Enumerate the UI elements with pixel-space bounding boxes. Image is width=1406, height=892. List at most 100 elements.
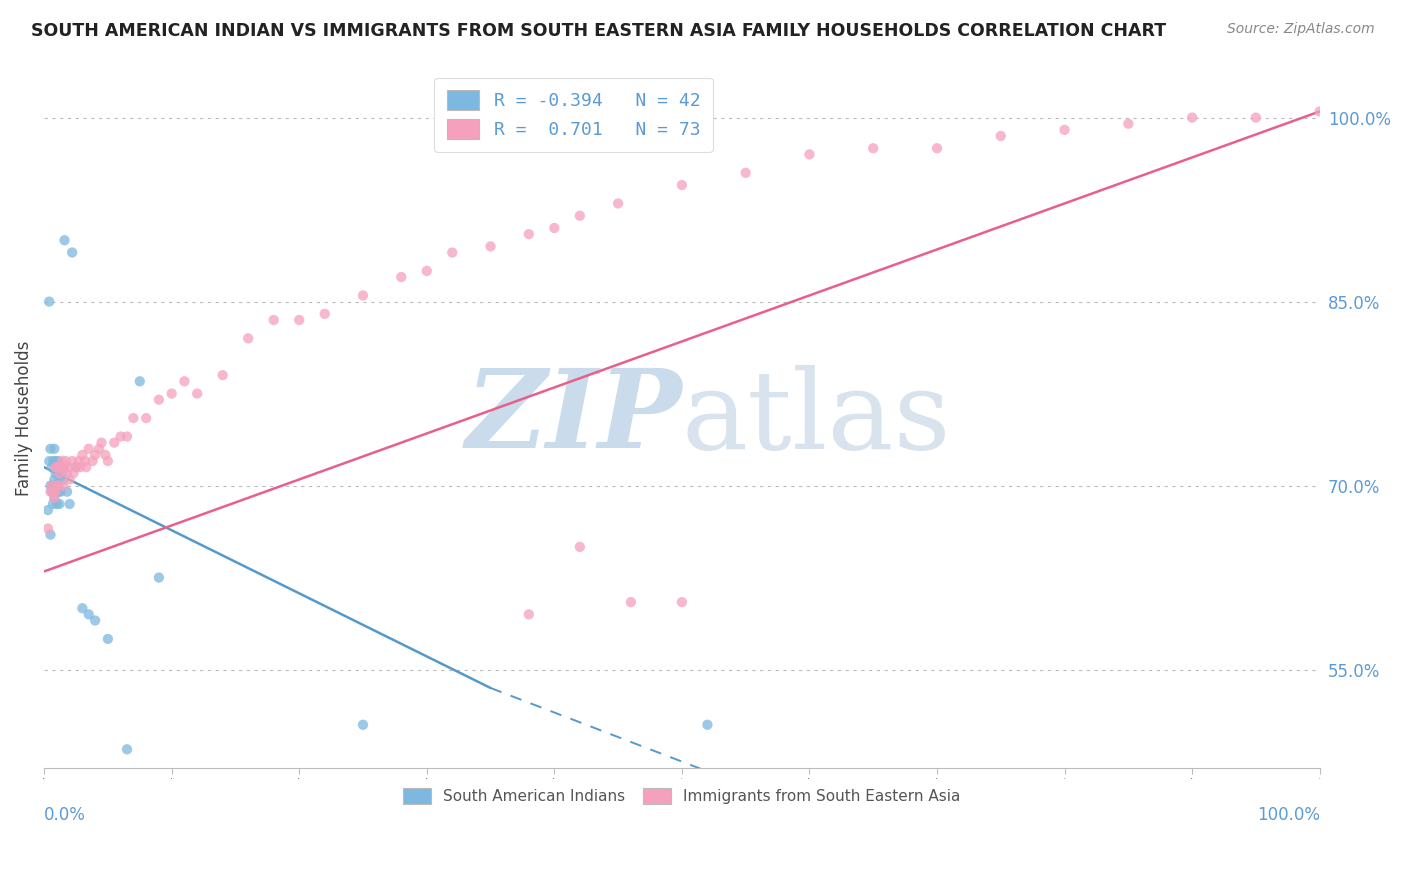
- Point: [211, 368, 233, 383]
- Point: [42, 484, 65, 499]
- Point: [51, 467, 73, 481]
- Point: [39, 527, 62, 541]
- Point: [44, 491, 66, 505]
- Point: [53, 233, 76, 247]
- Point: [84, 448, 107, 462]
- Point: [46, 478, 69, 492]
- Point: [128, 374, 150, 388]
- Point: [45, 460, 67, 475]
- Point: [48, 497, 70, 511]
- Point: [479, 239, 502, 253]
- Point: [1309, 104, 1331, 119]
- Point: [352, 718, 374, 732]
- Point: [45, 467, 67, 481]
- Point: [103, 435, 125, 450]
- Point: [73, 454, 96, 468]
- Point: [389, 270, 412, 285]
- Point: [45, 497, 67, 511]
- Point: [77, 607, 100, 622]
- Point: [352, 288, 374, 302]
- Point: [49, 484, 72, 499]
- Point: [41, 460, 63, 475]
- Point: [44, 442, 66, 456]
- Point: [110, 429, 132, 443]
- Point: [115, 429, 138, 443]
- Point: [87, 442, 110, 456]
- Point: [135, 411, 157, 425]
- Point: [44, 472, 66, 486]
- Point: [862, 141, 884, 155]
- Text: atlas: atlas: [682, 365, 952, 472]
- Point: [799, 147, 821, 161]
- Point: [517, 607, 540, 622]
- Point: [52, 460, 75, 475]
- Point: [990, 128, 1012, 143]
- Text: 100.0%: 100.0%: [1257, 806, 1320, 824]
- Point: [41, 484, 63, 499]
- Point: [49, 460, 72, 475]
- Point: [543, 221, 565, 235]
- Point: [65, 460, 87, 475]
- Point: [45, 460, 67, 475]
- Point: [263, 313, 285, 327]
- Point: [37, 503, 59, 517]
- Point: [45, 484, 67, 499]
- Text: SOUTH AMERICAN INDIAN VS IMMIGRANTS FROM SOUTH EASTERN ASIA FAMILY HOUSEHOLDS CO: SOUTH AMERICAN INDIAN VS IMMIGRANTS FROM…: [31, 22, 1166, 40]
- Point: [160, 386, 183, 401]
- Y-axis label: Family Households: Family Households: [15, 341, 32, 496]
- Point: [441, 245, 464, 260]
- Point: [288, 313, 311, 327]
- Point: [45, 484, 67, 499]
- Text: 0.0%: 0.0%: [44, 806, 86, 824]
- Point: [37, 521, 59, 535]
- Point: [72, 601, 94, 615]
- Point: [55, 454, 77, 468]
- Point: [568, 540, 591, 554]
- Point: [60, 245, 83, 260]
- Point: [41, 478, 63, 492]
- Point: [48, 467, 70, 481]
- Point: [42, 497, 65, 511]
- Point: [77, 442, 100, 456]
- Point: [51, 454, 73, 468]
- Point: [45, 478, 67, 492]
- Point: [52, 478, 75, 492]
- Point: [45, 484, 67, 499]
- Point: [97, 632, 120, 646]
- Point: [148, 392, 170, 407]
- Point: [69, 460, 91, 475]
- Point: [671, 178, 693, 192]
- Point: [72, 448, 94, 462]
- Point: [416, 264, 439, 278]
- Point: [59, 497, 82, 511]
- Point: [607, 196, 630, 211]
- Point: [65, 460, 87, 475]
- Point: [517, 227, 540, 241]
- Point: [568, 209, 591, 223]
- Point: [60, 454, 83, 468]
- Point: [122, 411, 145, 425]
- Point: [56, 467, 79, 481]
- Point: [44, 491, 66, 505]
- Point: [42, 478, 65, 492]
- Text: ZIP: ZIP: [465, 364, 682, 472]
- Text: Source: ZipAtlas.com: Source: ZipAtlas.com: [1227, 22, 1375, 37]
- Point: [39, 478, 62, 492]
- Point: [115, 742, 138, 756]
- Point: [56, 484, 79, 499]
- Point: [38, 294, 60, 309]
- Point: [1244, 111, 1267, 125]
- Point: [671, 595, 693, 609]
- Point: [42, 454, 65, 468]
- Point: [1053, 123, 1076, 137]
- Point: [84, 614, 107, 628]
- Point: [48, 472, 70, 486]
- Point: [238, 331, 260, 345]
- Point: [46, 454, 69, 468]
- Point: [75, 460, 97, 475]
- Point: [148, 571, 170, 585]
- Point: [62, 467, 84, 481]
- Point: [39, 442, 62, 456]
- Point: [94, 448, 117, 462]
- Point: [1118, 117, 1140, 131]
